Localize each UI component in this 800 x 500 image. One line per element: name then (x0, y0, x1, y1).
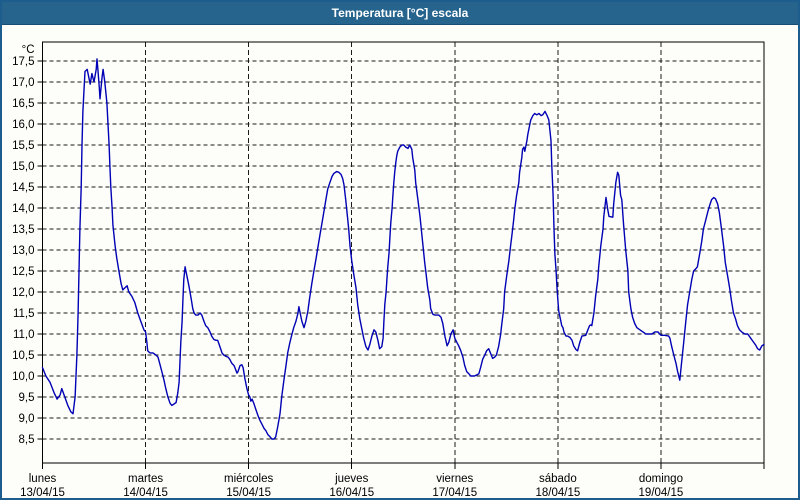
x-day-date-label: 15/04/15 (226, 487, 271, 498)
y-tick-label: 15,5 (12, 140, 34, 152)
x-day-name-label: martes (128, 473, 163, 485)
chart-title-bar: Temperatura [°C] escala (2, 2, 798, 25)
y-tick-label: 10,5 (12, 350, 34, 362)
y-tick-label: 13,5 (12, 224, 34, 236)
y-tick-label: 14,0 (12, 203, 34, 215)
y-tick-label: 12,5 (12, 266, 34, 278)
x-day-name-label: lunes (29, 473, 57, 485)
y-tick-label: 9,0 (19, 413, 35, 425)
y-tick-label: 16,0 (12, 119, 34, 131)
y-tick-label: 9,5 (19, 392, 35, 404)
y-tick-label: 10,0 (12, 371, 34, 383)
y-tick-label: 17,5 (12, 56, 34, 68)
chart-area: 17,5 17,0 16,5 16,0 15,5 15,0 14,5 14,0 13,5 13,0… (2, 25, 798, 498)
y-tick-label: 16,5 (12, 98, 34, 110)
y-axis-labels: 17,5 17,0 16,5 16,0 15,5 15,0 14,5 14,0 13,5 13,0… (12, 44, 34, 446)
x-day-name-label: jueves (334, 473, 368, 485)
y-tick-label: 13,0 (12, 245, 34, 257)
y-tick-label: 17,0 (12, 77, 34, 89)
y-tick-label: 15,0 (12, 161, 34, 173)
x-day-name-label: miércoles (224, 473, 273, 485)
y-tick-label: 14,5 (12, 182, 34, 194)
tick-marks (37, 60, 765, 469)
gridlines (42, 42, 764, 463)
axes (41, 41, 765, 464)
y-tick-label: 11,0 (13, 329, 35, 341)
y-tick-label: 8,5 (19, 434, 35, 446)
x-day-name-label: sábado (539, 473, 577, 485)
x-day-date-label: 18/04/15 (535, 487, 580, 498)
y-axis-unit-label: °C (22, 44, 35, 56)
x-day-date-label: 16/04/15 (329, 487, 374, 498)
temperature-line-chart: 17,5 17,0 16,5 16,0 15,5 15,0 14,5 14,0 13,5 13,0… (12, 41, 765, 498)
x-day-name-label: domingo (639, 473, 683, 485)
temperature-line (41, 58, 765, 440)
x-day-date-label: 19/04/15 (639, 487, 684, 498)
plot-border (41, 41, 765, 464)
y-tick-label: 11,5 (13, 308, 35, 320)
data-series (41, 58, 765, 440)
x-day-date-label: 17/04/15 (432, 487, 477, 498)
x-axis-labels: lunes 13/04/15 martes 14/04/15 miércoles 15/0… (20, 473, 683, 498)
x-day-date-label: 14/04/15 (123, 487, 168, 498)
x-day-date-label: 13/04/15 (20, 487, 65, 498)
y-tick-label: 12,0 (12, 287, 34, 299)
x-day-name-label: viernes (436, 473, 473, 485)
